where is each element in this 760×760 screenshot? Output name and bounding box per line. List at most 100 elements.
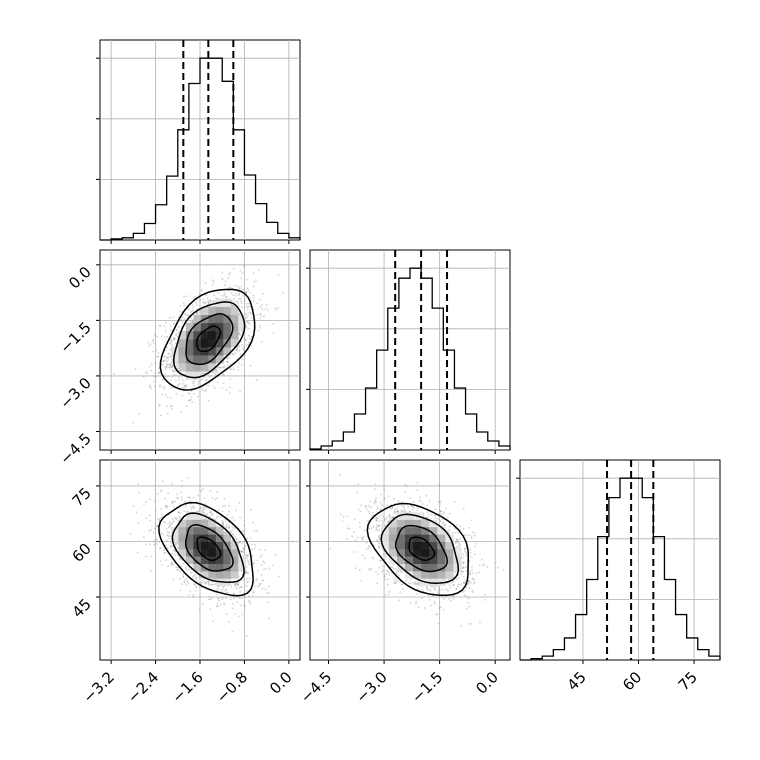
sample-point bbox=[448, 525, 451, 528]
sample-point bbox=[399, 591, 401, 594]
sample-point bbox=[438, 589, 441, 591]
sample-point bbox=[179, 319, 182, 321]
sample-point bbox=[233, 583, 236, 586]
sample-point bbox=[464, 589, 467, 592]
sample-point bbox=[158, 404, 161, 406]
sample-point bbox=[457, 585, 459, 588]
sample-point bbox=[233, 519, 236, 522]
sample-point bbox=[373, 500, 376, 503]
sample-point bbox=[185, 567, 187, 569]
sample-point bbox=[180, 485, 183, 487]
sample-point bbox=[170, 501, 173, 504]
sample-point bbox=[161, 564, 163, 567]
density-block bbox=[200, 541, 209, 550]
scatter-panel-1-3 bbox=[96, 459, 301, 664]
sample-point bbox=[188, 594, 191, 596]
sample-point bbox=[225, 527, 228, 529]
sample-point bbox=[170, 340, 173, 343]
sample-point bbox=[225, 588, 228, 591]
density-block bbox=[238, 314, 247, 324]
sample-point bbox=[465, 554, 468, 557]
sample-point bbox=[387, 578, 389, 580]
sample-point bbox=[460, 573, 463, 576]
density-block bbox=[178, 519, 187, 528]
sample-point bbox=[192, 506, 195, 509]
sample-point bbox=[159, 547, 161, 550]
sample-point bbox=[231, 607, 234, 610]
sample-point bbox=[167, 522, 170, 525]
sample-point bbox=[176, 367, 179, 370]
sample-point bbox=[170, 561, 173, 563]
sample-point bbox=[502, 569, 505, 571]
sample-point bbox=[148, 344, 150, 347]
sample-point bbox=[442, 521, 444, 524]
sample-point bbox=[429, 604, 432, 607]
sample-point bbox=[248, 341, 250, 344]
sample-point bbox=[416, 481, 419, 484]
sample-point bbox=[181, 394, 184, 397]
sample-point bbox=[145, 371, 147, 374]
density-block bbox=[193, 363, 202, 372]
sample-point bbox=[381, 521, 384, 524]
sample-point bbox=[419, 496, 421, 498]
sample-point bbox=[242, 349, 245, 352]
x-tick-label: −0.8 bbox=[213, 668, 251, 706]
sample-point bbox=[238, 542, 241, 544]
sample-point bbox=[162, 549, 165, 552]
density-block bbox=[208, 519, 217, 528]
sample-point bbox=[376, 582, 379, 585]
sample-point bbox=[188, 399, 191, 402]
sample-point bbox=[180, 496, 183, 499]
sample-point bbox=[202, 372, 205, 375]
sample-point bbox=[230, 586, 233, 588]
sample-point bbox=[170, 562, 173, 565]
sample-point bbox=[215, 589, 218, 592]
sample-point bbox=[387, 515, 390, 518]
sample-point bbox=[217, 292, 220, 295]
sample-point bbox=[251, 543, 253, 546]
density-block bbox=[215, 306, 224, 316]
sample-point bbox=[166, 346, 168, 349]
sample-point bbox=[462, 561, 465, 564]
sample-point bbox=[245, 291, 248, 293]
sample-point bbox=[421, 597, 423, 600]
sample-point bbox=[214, 372, 217, 375]
sample-point bbox=[387, 521, 390, 523]
sample-point bbox=[200, 387, 203, 390]
sample-point bbox=[356, 536, 359, 539]
sample-point bbox=[184, 314, 187, 317]
sample-point bbox=[217, 509, 220, 511]
sample-point bbox=[153, 531, 155, 534]
sample-point bbox=[230, 299, 233, 302]
sample-point bbox=[268, 585, 270, 588]
sample-point bbox=[213, 373, 216, 375]
sample-point bbox=[387, 495, 390, 498]
sample-point bbox=[384, 578, 386, 581]
sample-point bbox=[173, 369, 176, 372]
x-tick-label: −3.2 bbox=[79, 668, 117, 706]
sample-point bbox=[246, 555, 248, 557]
sample-point bbox=[391, 507, 393, 510]
sample-point bbox=[243, 548, 246, 550]
sample-point bbox=[404, 490, 407, 493]
sample-point bbox=[221, 590, 223, 593]
sample-point bbox=[163, 336, 166, 338]
sample-point bbox=[228, 525, 231, 528]
sample-point bbox=[366, 547, 368, 550]
sample-point bbox=[254, 585, 257, 587]
sample-point bbox=[216, 372, 219, 374]
sample-point bbox=[204, 301, 207, 304]
sample-point bbox=[473, 581, 476, 584]
sample-point bbox=[195, 586, 198, 589]
sample-point bbox=[412, 501, 415, 504]
sample-point bbox=[164, 551, 167, 554]
density-block bbox=[208, 330, 217, 340]
sample-point bbox=[178, 557, 181, 560]
sample-point bbox=[208, 584, 211, 586]
sample-point bbox=[236, 347, 239, 350]
sample-point bbox=[329, 547, 332, 550]
sample-point bbox=[415, 600, 418, 603]
sample-point bbox=[262, 292, 265, 295]
sample-point bbox=[210, 583, 213, 586]
sample-point bbox=[235, 582, 238, 585]
